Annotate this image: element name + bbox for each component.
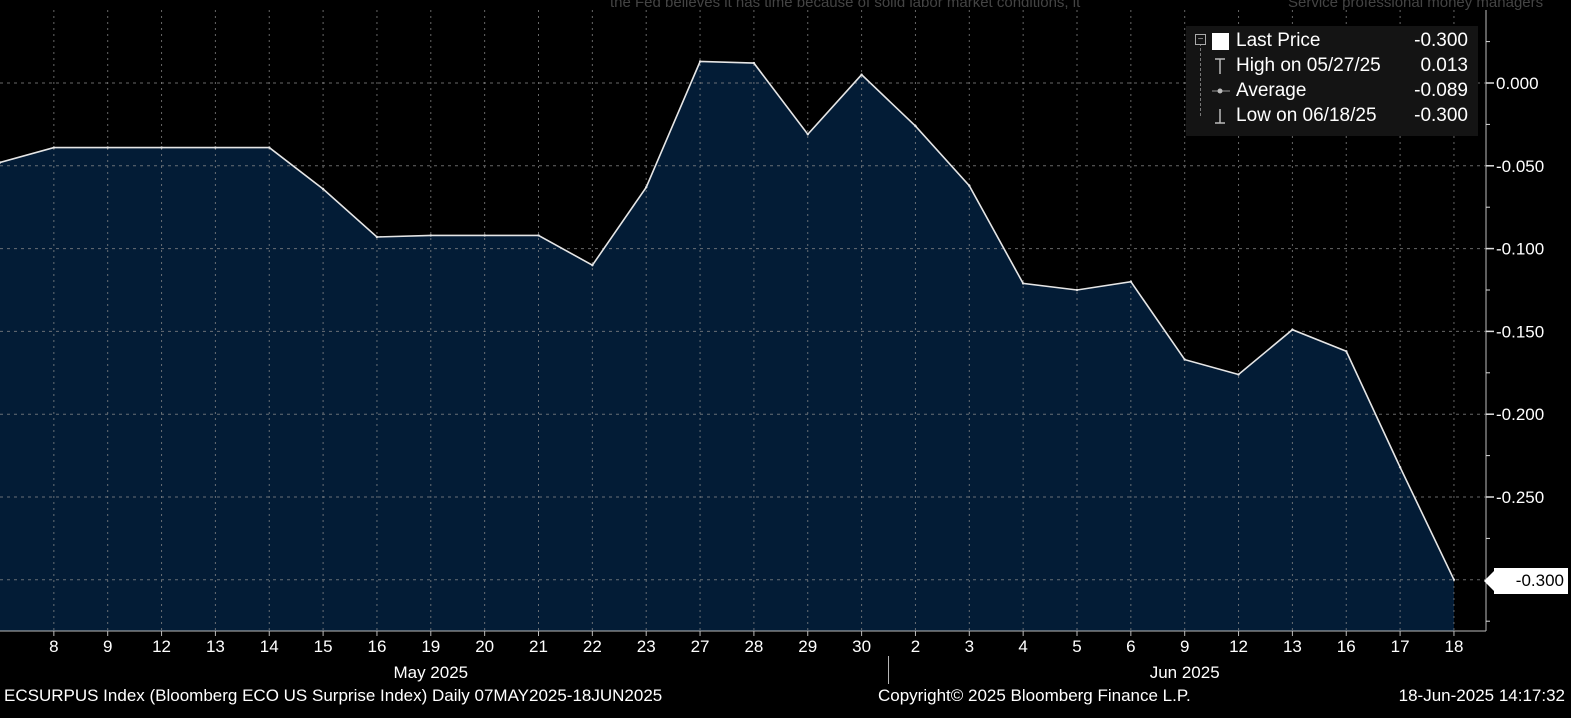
x-tick-label: 13 xyxy=(206,637,225,656)
data-point xyxy=(1237,373,1240,376)
legend-value: -0.300 xyxy=(1414,30,1468,51)
data-point xyxy=(429,234,432,237)
legend-label: Average xyxy=(1236,80,1307,101)
footer-copyright: Copyright© 2025 Bloomberg Finance L.P. xyxy=(878,686,1191,705)
x-tick-label: 8 xyxy=(49,637,58,656)
data-point xyxy=(1345,350,1348,353)
collapse-icon[interactable]: − xyxy=(1195,34,1206,45)
legend-value: -0.300 xyxy=(1414,105,1468,126)
data-point xyxy=(214,146,217,149)
series-line xyxy=(0,60,1455,581)
data-point xyxy=(1291,328,1294,331)
x-tick-label: 15 xyxy=(314,637,333,656)
last-value-tag: -0.300 xyxy=(1484,568,1568,594)
y-tick-label: -0.050 xyxy=(1496,157,1544,176)
x-tick-label: 3 xyxy=(965,637,974,656)
x-tick-label: 30 xyxy=(852,637,871,656)
data-point xyxy=(268,146,271,149)
data-point xyxy=(483,234,486,237)
data-point xyxy=(698,60,702,63)
x-tick-label: 20 xyxy=(475,637,494,656)
x-tick-label: 21 xyxy=(529,637,548,656)
high-marker-icon xyxy=(1212,56,1230,76)
x-tick-label: 2 xyxy=(911,637,920,656)
x-tick-label: 16 xyxy=(367,637,386,656)
legend-item-last-price: Last Price -0.300 xyxy=(1186,29,1478,53)
x-tick-label: 16 xyxy=(1337,637,1356,656)
x-tick-label: 9 xyxy=(103,637,112,656)
low-marker-icon xyxy=(1212,106,1230,126)
x-tick-label: 14 xyxy=(260,637,279,656)
x-tick-label: 12 xyxy=(1229,637,1248,656)
data-point xyxy=(968,184,971,187)
data-point xyxy=(537,234,540,237)
x-tick-label: 23 xyxy=(637,637,656,656)
x-tick-label: 18 xyxy=(1444,637,1463,656)
data-point xyxy=(1129,280,1133,283)
data-point xyxy=(1398,466,1402,469)
data-point xyxy=(860,73,863,76)
legend-value: -0.089 xyxy=(1414,80,1468,101)
white-square-icon xyxy=(1212,31,1230,51)
legend-label: Last Price xyxy=(1236,30,1321,51)
legend-item-average: Average -0.089 xyxy=(1186,79,1478,103)
x-tick-label: 28 xyxy=(744,637,763,656)
x-tick-label: 19 xyxy=(421,637,440,656)
x-tick-label: 12 xyxy=(152,637,171,656)
data-point xyxy=(1452,578,1456,581)
data-point xyxy=(0,161,2,164)
x-tick-label: 22 xyxy=(583,637,602,656)
average-marker-icon xyxy=(1206,81,1230,101)
x-tick-label: 17 xyxy=(1391,637,1410,656)
data-point xyxy=(591,264,594,267)
legend-item-low: Low on 06/18/25 -0.300 xyxy=(1186,104,1478,128)
x-tick-label: 9 xyxy=(1180,637,1189,656)
y-tick-label: -0.100 xyxy=(1496,240,1544,259)
data-point xyxy=(52,146,56,149)
data-point xyxy=(375,235,379,239)
y-tick-label: -0.150 xyxy=(1496,322,1544,341)
x-tick-label: 6 xyxy=(1126,637,1135,656)
data-point xyxy=(914,124,917,128)
x-tick-label: 4 xyxy=(1018,637,1027,656)
legend-label: High on 05/27/25 xyxy=(1236,55,1381,76)
data-point xyxy=(160,146,163,149)
data-point xyxy=(321,187,325,191)
y-tick-label: -0.200 xyxy=(1496,405,1544,424)
y-tick-label: -0.250 xyxy=(1496,488,1544,507)
data-point xyxy=(752,61,756,65)
background-headline-text: the Fed believes it has time because of … xyxy=(610,0,1081,11)
background-headline-text-right: Service professional money managers xyxy=(1288,0,1544,11)
legend-label: Low on 06/18/25 xyxy=(1236,105,1377,126)
data-point xyxy=(806,133,809,136)
x-tick-label: 29 xyxy=(798,637,817,656)
x-tick-label: 27 xyxy=(691,637,710,656)
data-point xyxy=(1075,288,1079,292)
data-point xyxy=(106,146,109,149)
footer-timestamp: 18-Jun-2025 14:17:32 xyxy=(1398,686,1565,705)
legend-item-high: High on 05/27/25 0.013 xyxy=(1186,54,1478,78)
data-point xyxy=(1021,282,1025,285)
data-point xyxy=(1183,358,1186,361)
legend-tree-line xyxy=(1200,38,1202,116)
month-label-may: May 2025 xyxy=(393,663,468,682)
legend-value: 0.013 xyxy=(1420,55,1468,76)
data-point xyxy=(645,186,648,189)
x-tick-label: 5 xyxy=(1072,637,1081,656)
chart-legend: − Last Price -0.300 High on 05/27/25 0.0… xyxy=(1186,26,1478,136)
month-label-jun: Jun 2025 xyxy=(1150,663,1220,682)
x-tick-label: 13 xyxy=(1283,637,1302,656)
footer-index-description: ECSURPUS Index (Bloomberg ECO US Surpris… xyxy=(4,686,663,705)
y-tick-label: 0.000 xyxy=(1496,74,1539,93)
area-fill xyxy=(0,61,1454,631)
